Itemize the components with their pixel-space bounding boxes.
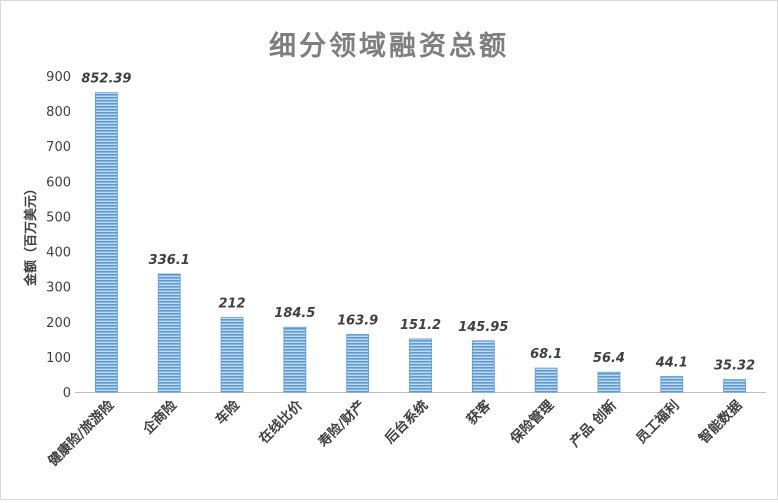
- bars: [95, 92, 746, 393]
- y-tick-label: 200: [46, 316, 71, 331]
- y-tick-label: 100: [46, 351, 71, 366]
- y-tick-label: 700: [46, 140, 71, 155]
- bar: [220, 317, 244, 393]
- x-axis-ticks: 健康险/旅游险 企商险 车险 在线比价 寿险/财产 后台系统 获客 保险管理 产品 创新 员工福利…: [44, 396, 745, 469]
- data-label: 151.2: [400, 318, 441, 333]
- data-label: 336.1: [149, 253, 190, 268]
- bar: [409, 338, 432, 393]
- x-tick-label: 企商险: [139, 396, 181, 438]
- bar: [597, 371, 621, 393]
- y-tick-label: 500: [46, 210, 71, 225]
- bar: [723, 379, 746, 393]
- data-label: 212: [218, 297, 245, 312]
- data-label: 852.39: [81, 72, 131, 87]
- bar: [660, 376, 684, 393]
- bar: [283, 326, 307, 393]
- y-tick-label: 300: [46, 281, 71, 296]
- x-tick-label: 智能数据: [695, 396, 746, 447]
- x-tick-label: 获客: [463, 396, 494, 427]
- bar: [346, 334, 370, 393]
- y-axis-ticks: 0 100 200 300 400 500 600 700 800 900: [46, 70, 71, 401]
- y-tick-label: 0: [63, 386, 71, 401]
- data-label: 56.4: [593, 351, 625, 366]
- x-tick-label: 在线比价: [255, 396, 306, 447]
- x-tick-label: 健康险/旅游险: [44, 396, 117, 469]
- chart-title: 细分领域融资总额: [269, 30, 509, 62]
- y-axis-label: 金额（百万美元）: [23, 182, 39, 287]
- bar: [95, 92, 118, 393]
- data-label: 145.95: [458, 320, 508, 335]
- y-tick-label: 600: [46, 175, 71, 190]
- y-tick-label: 800: [46, 105, 71, 120]
- data-labels: 852.39 336.1 212 184.5 163.9 151.2 145.95 68.1 5…: [81, 72, 755, 374]
- x-tick-label: 员工福利: [632, 397, 682, 447]
- bar: [157, 273, 181, 393]
- y-tick-label: 900: [46, 70, 71, 85]
- x-tick-label: 后台系统: [381, 396, 432, 447]
- x-tick-label: 车险: [212, 396, 243, 427]
- data-label: 35.32: [714, 359, 755, 374]
- bar: [471, 340, 495, 393]
- x-tick-label: 保险管理: [506, 396, 557, 447]
- x-tick-label: 寿险/财产: [315, 397, 369, 451]
- data-label: 44.1: [655, 356, 688, 371]
- data-label: 184.5: [274, 306, 315, 321]
- y-tick-label: 400: [46, 246, 71, 261]
- data-label: 68.1: [530, 347, 562, 362]
- bar: [534, 367, 558, 393]
- data-label: 163.9: [337, 313, 378, 328]
- x-tick-label: 产品 创新: [566, 396, 620, 450]
